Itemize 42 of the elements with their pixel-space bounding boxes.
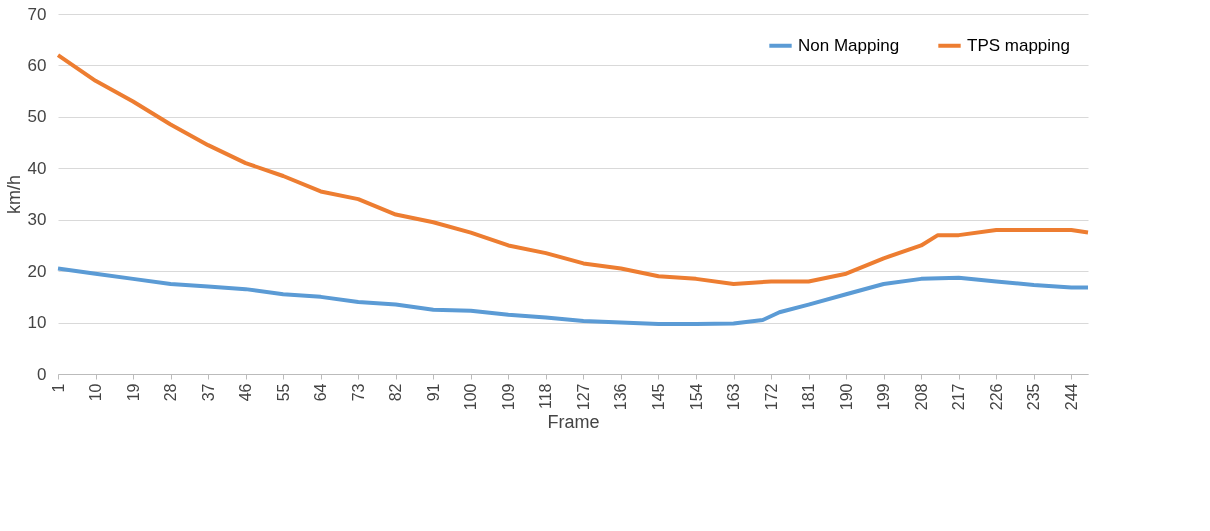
x-tick-label: 226: [987, 383, 1005, 411]
x-tick-label: 46: [237, 383, 255, 402]
x-tick-label: 1: [49, 383, 67, 393]
x-tick-label: 244: [1062, 383, 1080, 411]
x-tick-label: 145: [649, 383, 667, 411]
x-tick-label: 55: [274, 383, 292, 402]
line-series: [56, 266, 1090, 327]
x-tick-label: 10: [87, 383, 105, 402]
y-tick-label: 10: [27, 313, 47, 333]
x-tick-label: 100: [462, 383, 480, 411]
line-series: [56, 53, 1090, 286]
y-axis-title: km/h: [3, 174, 24, 215]
x-tick-label: 208: [912, 383, 930, 411]
x-tick-label: 136: [612, 383, 630, 411]
x-tick-label: 190: [837, 383, 855, 411]
x-tick-label: 82: [387, 383, 405, 402]
x-tick-label: 172: [762, 383, 780, 411]
y-tick-label: 60: [27, 55, 47, 75]
y-tick-label: 40: [27, 158, 47, 178]
x-tick-label: 127: [574, 383, 592, 411]
legend-label: TPS mapping: [967, 35, 1070, 55]
x-axis-title: Frame: [547, 412, 600, 433]
x-tick-label: 235: [1025, 383, 1043, 411]
x-tick-label: 64: [312, 383, 330, 402]
x-tick-label: 181: [800, 383, 818, 411]
y-tick-label: 50: [27, 107, 47, 127]
x-tick-label: 199: [875, 383, 893, 411]
legend-label: Non Mapping: [798, 35, 900, 55]
y-tick-label: 0: [37, 364, 47, 384]
y-tick-label: 70: [27, 4, 47, 24]
x-tick-label: 217: [950, 383, 968, 411]
y-tick-label: 30: [27, 210, 47, 230]
x-tick-label: 118: [537, 383, 555, 410]
x-tick-label: 109: [499, 383, 517, 411]
y-tick-label: 20: [27, 261, 47, 281]
x-tick-label: 19: [124, 383, 142, 402]
x-tick-label: 154: [687, 383, 705, 411]
x-tick-label: 37: [199, 383, 217, 402]
x-tick-label: 28: [162, 383, 180, 402]
x-tick-label: 91: [424, 383, 442, 402]
x-tick-label: 73: [349, 383, 367, 402]
x-tick-label: 163: [725, 383, 743, 411]
